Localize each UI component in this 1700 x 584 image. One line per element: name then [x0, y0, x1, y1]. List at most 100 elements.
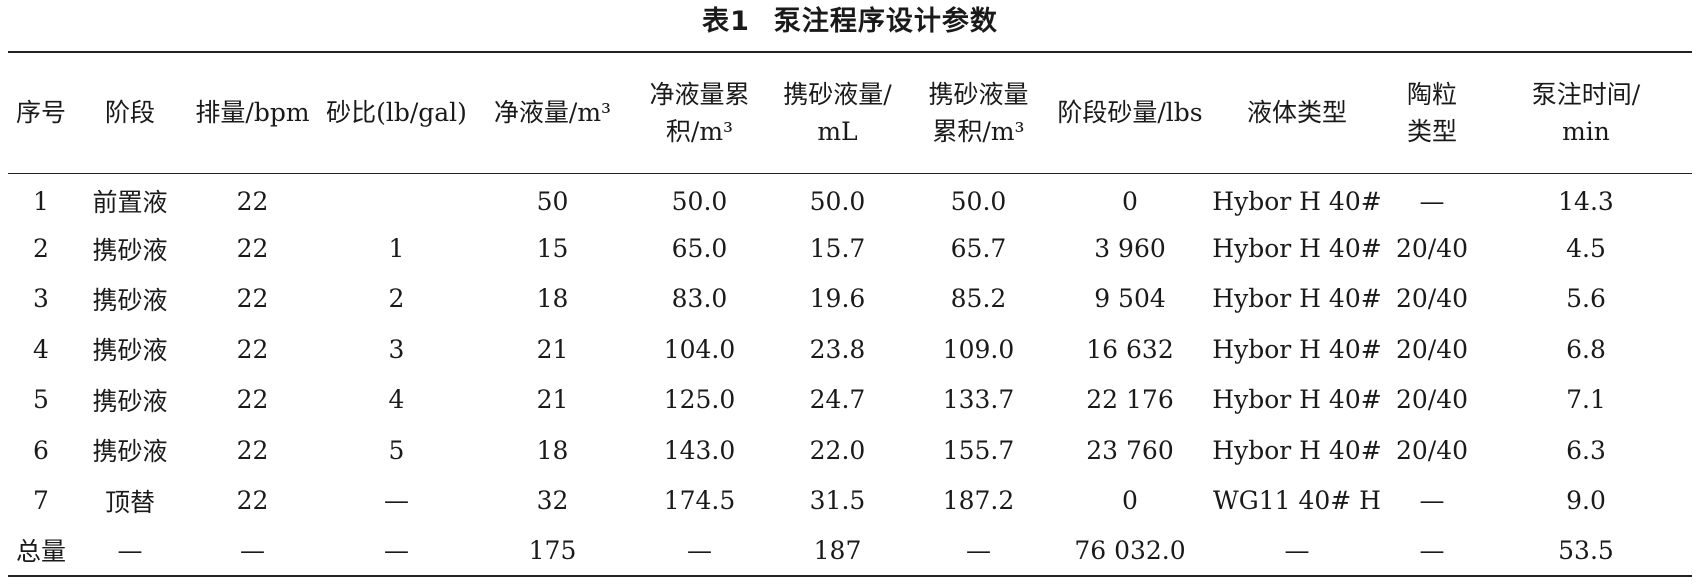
- column-header-line: 积/m³: [665, 116, 734, 146]
- column-header-line: 累积/m³: [932, 116, 1025, 146]
- table-cell: —: [1419, 186, 1445, 216]
- column-header-line: 砂比(lb/gal): [326, 98, 467, 128]
- table-cell: WG11 40# H: [1213, 486, 1381, 516]
- table-cell: 5.6: [1566, 284, 1606, 314]
- column-header: 排量/bpm: [186, 52, 319, 173]
- table-cell: 83.0: [671, 284, 728, 314]
- column-header: 砂比(lb/gal): [319, 52, 474, 173]
- table-cell: Hybor H 40#: [1212, 284, 1382, 314]
- table-cell: 20/40: [1395, 385, 1469, 415]
- table-cell: 18: [536, 284, 569, 314]
- table-cell: 18: [536, 435, 569, 465]
- table-cell: 7: [33, 486, 49, 516]
- table-row: 1 前置液 22 50 50.0 50.0 50.0 0 Hybor H 40# — 14.3: [8, 173, 1692, 223]
- column-header-line: 阶段砂量/lbs: [1057, 98, 1203, 128]
- table-cell: 31.5: [809, 486, 866, 516]
- table-cell: 22: [236, 186, 269, 216]
- table-cell: 22.0: [809, 435, 866, 465]
- table-row: 总量 — — — 175 — 187 — 76 032.0 — — 53.5: [8, 526, 1692, 576]
- table-row: 2 携砂液 22 1 15 65.0 15.7 65.7 3 960 Hybor H 40# 20/…: [8, 223, 1692, 273]
- table-cell: 50.0: [671, 186, 728, 216]
- table-cell: 21: [536, 334, 569, 364]
- table-row: 6 携砂液 22 5 18 143.0 22.0 155.7 23 760 Hybor H 40#…: [8, 425, 1692, 475]
- column-header-line: 排量/bpm: [195, 98, 310, 128]
- table-title: 泵注程序设计参数: [773, 6, 998, 37]
- table-cell: 22: [236, 385, 269, 415]
- table-cell: 125.0: [663, 385, 736, 415]
- table-cell: 16 632: [1086, 334, 1174, 364]
- column-header: 净液量累积/m³: [631, 52, 768, 173]
- column-header-line: 序号: [15, 98, 66, 128]
- column-header: 净液量/m³: [474, 52, 631, 173]
- table-cell: —: [384, 535, 409, 565]
- table-cell: 6: [33, 435, 49, 465]
- table-cell: 65.7: [950, 234, 1007, 264]
- table-cell: Hybor H 40#: [1212, 435, 1382, 465]
- table-cell: Hybor H 40#: [1212, 334, 1382, 364]
- table-cell: —: [117, 535, 143, 565]
- table-cell: 175: [528, 535, 577, 565]
- column-header-line: 液体类型: [1246, 98, 1347, 128]
- table-cell: 7.1: [1566, 385, 1606, 415]
- table-cell: 174.5: [663, 486, 736, 516]
- table-cell: 5: [388, 435, 405, 465]
- column-header: 阶段: [74, 52, 186, 173]
- table-cell: 50: [536, 186, 569, 216]
- table-cell: 19.6: [809, 284, 866, 314]
- table-cell: 22 176: [1086, 385, 1174, 415]
- table-cell: —: [240, 535, 265, 565]
- table-cell: 109.0: [942, 334, 1015, 364]
- table-cell: 3 960: [1094, 234, 1166, 264]
- table-body: 1 前置液 22 50 50.0 50.0 50.0 0 Hybor H 40# —14.3 2 携砂…: [8, 173, 1692, 577]
- column-header: 序号: [8, 52, 74, 173]
- table-cell: 22: [236, 334, 269, 364]
- column-header: 阶段砂量/lbs: [1050, 52, 1210, 173]
- table-cell: 155.7: [942, 435, 1015, 465]
- column-header-line: 泵注时间/: [1531, 79, 1641, 109]
- table-cell: 85.2: [950, 284, 1007, 314]
- table-cell: —: [1284, 535, 1310, 565]
- table-cell: 总量: [15, 537, 66, 567]
- table-cell: —: [687, 535, 712, 565]
- table-cell: 22: [236, 234, 269, 264]
- table-cell: 53.5: [1558, 535, 1614, 565]
- column-header: 携砂液量 累积/m³: [907, 52, 1050, 173]
- table-cell: Hybor H 40#: [1212, 234, 1382, 264]
- table-cell: 2: [388, 284, 405, 314]
- table-number: 表1: [702, 6, 750, 37]
- table-cell: —: [384, 486, 409, 516]
- table-cell: 65.0: [671, 234, 728, 264]
- table-cell: 6.3: [1566, 435, 1606, 465]
- table-cell: 143.0: [663, 435, 736, 465]
- table-cell: Hybor H 40#: [1212, 385, 1382, 415]
- column-header-line: 净液量/m³: [493, 98, 612, 128]
- table-cell: 3: [388, 334, 405, 364]
- table-cell: 76 032.0: [1074, 535, 1186, 565]
- table-cell: 顶替: [104, 487, 155, 517]
- table-cell: 0: [1122, 486, 1138, 516]
- table-cell: 21: [536, 385, 569, 415]
- table-cell: 携砂液: [92, 235, 168, 265]
- table-cell: 携砂液: [92, 437, 168, 467]
- table-cell: —: [1419, 486, 1445, 516]
- column-header-line: 携砂液量/: [783, 79, 892, 109]
- table-cell: 2: [33, 234, 49, 264]
- table-cell: 23.8: [809, 334, 866, 364]
- column-header-line: 净液量累: [649, 79, 750, 109]
- table-row: 4 携砂液 22 3 21 104.0 23.8 109.0 16 632 Hybor H 40#…: [8, 324, 1692, 374]
- table-cell: 携砂液: [92, 285, 168, 315]
- column-header-line: 阶段: [104, 98, 155, 128]
- table-cell: 20/40: [1395, 284, 1469, 314]
- column-header-line: 类型: [1406, 116, 1457, 146]
- table-cell: 104.0: [663, 334, 736, 364]
- table-cell: 133.7: [942, 385, 1015, 415]
- table-cell: 9.0: [1566, 486, 1606, 516]
- pumping-schedule-table: 序号 阶段 排量/bpm 砂比(lb/gal) 净液量/m³ 净液量累 积/m³ 携砂液量/m…: [8, 51, 1692, 577]
- table-cell: 9 504: [1094, 284, 1166, 314]
- table-cell: 1: [33, 186, 49, 216]
- table-cell: 携砂液: [92, 336, 168, 366]
- table-cell: 187: [813, 535, 862, 565]
- table-caption: 表1 泵注程序设计参数: [0, 2, 1700, 42]
- table-cell: 187.2: [942, 486, 1015, 516]
- table-cell: Hybor H 40#: [1212, 186, 1382, 216]
